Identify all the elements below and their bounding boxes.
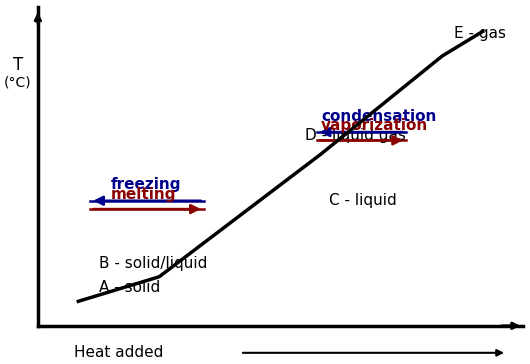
Text: C - liquid: C - liquid [329,193,397,208]
Text: T: T [13,56,23,74]
Text: (°C): (°C) [4,76,31,90]
Text: B - solid/liquid: B - solid/liquid [99,256,207,271]
Text: condensation: condensation [321,109,436,124]
Text: freezing: freezing [111,177,181,193]
Text: Heat added: Heat added [74,345,164,360]
Text: A - solid: A - solid [99,280,160,296]
Text: melting: melting [111,187,176,202]
Text: E - gas: E - gas [454,26,506,41]
Text: D - liquid gas: D - liquid gas [305,128,405,143]
Text: vaporization: vaporization [321,118,428,133]
